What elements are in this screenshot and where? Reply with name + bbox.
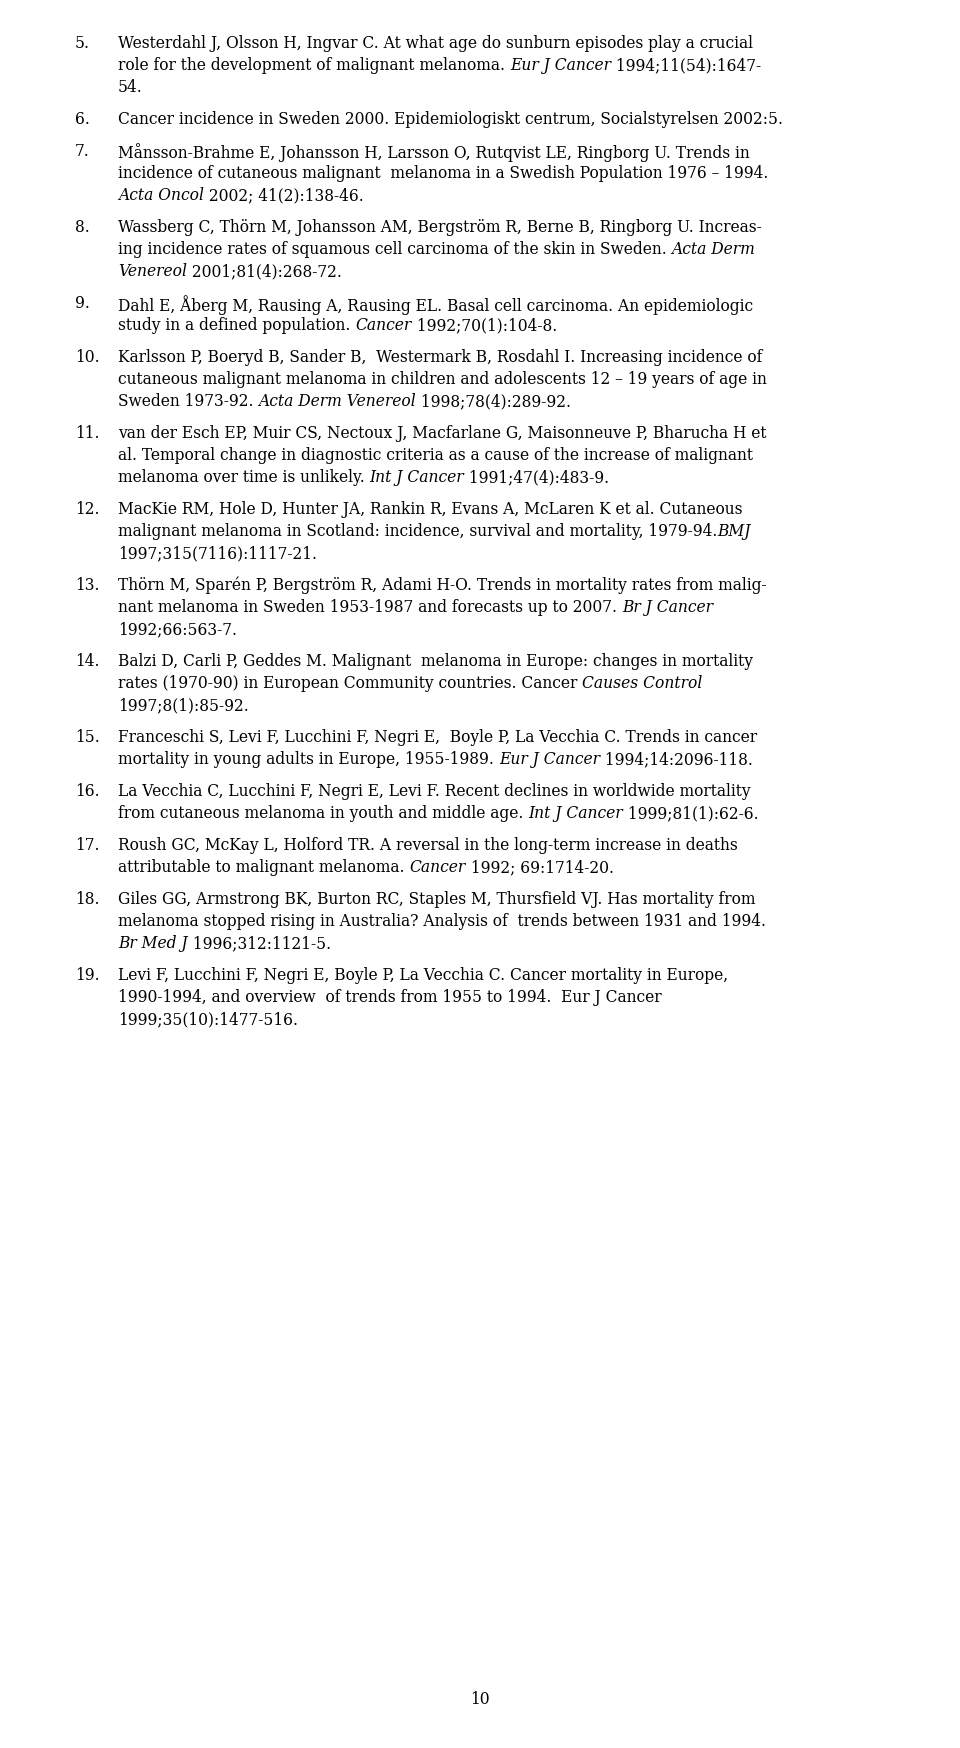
Text: 1994;14:2096-118.: 1994;14:2096-118. — [600, 752, 753, 767]
Text: 18.: 18. — [75, 891, 100, 907]
Text: 2002; 41(2):138-46.: 2002; 41(2):138-46. — [204, 187, 364, 205]
Text: Balzi D, Carli P, Geddes M. Malignant  melanoma in Europe: changes in mortality: Balzi D, Carli P, Geddes M. Malignant me… — [118, 654, 753, 669]
Text: 10: 10 — [470, 1690, 490, 1708]
Text: Venereol: Venereol — [118, 262, 187, 280]
Text: 19.: 19. — [75, 967, 100, 984]
Text: 7.: 7. — [75, 143, 89, 161]
Text: BMJ: BMJ — [717, 523, 751, 540]
Text: Wassberg C, Thörn M, Johansson AM, Bergström R, Berne B, Ringborg U. Increas-: Wassberg C, Thörn M, Johansson AM, Bergs… — [118, 218, 761, 236]
Text: 1999;81(1):62-6.: 1999;81(1):62-6. — [623, 806, 758, 822]
Text: 1994;11(54):1647-: 1994;11(54):1647- — [611, 58, 761, 73]
Text: 16.: 16. — [75, 783, 100, 801]
Text: rates (1970-90) in European Community countries. Cancer: rates (1970-90) in European Community co… — [118, 675, 583, 692]
Text: Int J Cancer: Int J Cancer — [370, 468, 465, 486]
Text: 6.: 6. — [75, 112, 90, 128]
Text: 1992; 69:1714-20.: 1992; 69:1714-20. — [466, 858, 613, 876]
Text: Thörn M, Sparén P, Bergström R, Adami H-O. Trends in mortality rates from malig-: Thörn M, Sparén P, Bergström R, Adami H-… — [118, 577, 767, 594]
Text: attributable to malignant melanoma.: attributable to malignant melanoma. — [118, 858, 409, 876]
Text: Eur J Cancer: Eur J Cancer — [510, 58, 611, 73]
Text: role for the development of malignant melanoma.: role for the development of malignant me… — [118, 58, 510, 73]
Text: 1998;78(4):289-92.: 1998;78(4):289-92. — [416, 393, 571, 411]
Text: Cancer incidence in Sweden 2000. Epidemiologiskt centrum, Socialstyrelsen 2002:5: Cancer incidence in Sweden 2000. Epidemi… — [118, 112, 783, 128]
Text: Eur J Cancer: Eur J Cancer — [499, 752, 600, 767]
Text: Dahl E, Åberg M, Rausing A, Rausing EL. Basal cell carcinoma. An epidemiologic: Dahl E, Åberg M, Rausing A, Rausing EL. … — [118, 295, 754, 315]
Text: Br Med J: Br Med J — [118, 935, 187, 953]
Text: Månsson-Brahme E, Johansson H, Larsson O, Rutqvist LE, Ringborg U. Trends in: Månsson-Brahme E, Johansson H, Larsson O… — [118, 143, 750, 163]
Text: ing incidence rates of squamous cell carcinoma of the skin in Sweden.: ing incidence rates of squamous cell car… — [118, 241, 672, 259]
Text: 1999;35(10):1477-516.: 1999;35(10):1477-516. — [118, 1010, 298, 1028]
Text: 1996;312:1121-5.: 1996;312:1121-5. — [187, 935, 331, 953]
Text: 14.: 14. — [75, 654, 100, 669]
Text: Acta Derm: Acta Derm — [672, 241, 756, 259]
Text: 1991;47(4):483-9.: 1991;47(4):483-9. — [465, 468, 610, 486]
Text: 1997;315(7116):1117-21.: 1997;315(7116):1117-21. — [118, 545, 317, 563]
Text: Cancer: Cancer — [409, 858, 466, 876]
Text: MacKie RM, Hole D, Hunter JA, Rankin R, Evans A, McLaren K et al. Cutaneous: MacKie RM, Hole D, Hunter JA, Rankin R, … — [118, 502, 742, 517]
Text: malignant melanoma in Scotland: incidence, survival and mortality, 1979-94.: malignant melanoma in Scotland: incidenc… — [118, 523, 717, 540]
Text: 10.: 10. — [75, 350, 100, 365]
Text: Acta Oncol: Acta Oncol — [118, 187, 204, 205]
Text: Roush GC, McKay L, Holford TR. A reversal in the long-term increase in deaths: Roush GC, McKay L, Holford TR. A reversa… — [118, 837, 737, 855]
Text: Levi F, Lucchini F, Negri E, Boyle P, La Vecchia C. Cancer mortality in Europe,: Levi F, Lucchini F, Negri E, Boyle P, La… — [118, 967, 728, 984]
Text: 2001;81(4):268-72.: 2001;81(4):268-72. — [187, 262, 342, 280]
Text: Acta Derm Venereol: Acta Derm Venereol — [258, 393, 416, 411]
Text: 9.: 9. — [75, 295, 90, 311]
Text: 12.: 12. — [75, 502, 100, 517]
Text: Br J Cancer: Br J Cancer — [622, 600, 713, 615]
Text: Westerdahl J, Olsson H, Ingvar C. At what age do sunburn episodes play a crucial: Westerdahl J, Olsson H, Ingvar C. At wha… — [118, 35, 753, 52]
Text: 5.: 5. — [75, 35, 90, 52]
Text: Causes Control: Causes Control — [583, 675, 703, 692]
Text: 1990-1994, and overview  of trends from 1955 to 1994.  Eur J Cancer: 1990-1994, and overview of trends from 1… — [118, 989, 661, 1007]
Text: incidence of cutaneous malignant  melanoma in a Swedish Population 1976 – 1994.: incidence of cutaneous malignant melanom… — [118, 164, 768, 182]
Text: 17.: 17. — [75, 837, 100, 855]
Text: La Vecchia C, Lucchini F, Negri E, Levi F. Recent declines in worldwide mortalit: La Vecchia C, Lucchini F, Negri E, Levi … — [118, 783, 751, 801]
Text: 13.: 13. — [75, 577, 100, 594]
Text: from cutaneous melanoma in youth and middle age.: from cutaneous melanoma in youth and mid… — [118, 806, 528, 822]
Text: 8.: 8. — [75, 218, 89, 236]
Text: Int J Cancer: Int J Cancer — [528, 806, 623, 822]
Text: Sweden 1973-92.: Sweden 1973-92. — [118, 393, 258, 411]
Text: 1997;8(1):85-92.: 1997;8(1):85-92. — [118, 697, 249, 713]
Text: 11.: 11. — [75, 425, 100, 442]
Text: 54.: 54. — [118, 79, 143, 96]
Text: mortality in young adults in Europe, 1955-1989.: mortality in young adults in Europe, 195… — [118, 752, 499, 767]
Text: study in a defined population.: study in a defined population. — [118, 316, 355, 334]
Text: 1992;70(1):104-8.: 1992;70(1):104-8. — [412, 316, 557, 334]
Text: melanoma over time is unlikely.: melanoma over time is unlikely. — [118, 468, 370, 486]
Text: Cancer: Cancer — [355, 316, 412, 334]
Text: melanoma stopped rising in Australia? Analysis of  trends between 1931 and 1994.: melanoma stopped rising in Australia? An… — [118, 912, 766, 930]
Text: van der Esch EP, Muir CS, Nectoux J, Macfarlane G, Maisonneuve P, Bharucha H et: van der Esch EP, Muir CS, Nectoux J, Mac… — [118, 425, 766, 442]
Text: 15.: 15. — [75, 729, 100, 746]
Text: Franceschi S, Levi F, Lucchini F, Negri E,  Boyle P, La Vecchia C. Trends in can: Franceschi S, Levi F, Lucchini F, Negri … — [118, 729, 757, 746]
Text: cutaneous malignant melanoma in children and adolescents 12 – 19 years of age in: cutaneous malignant melanoma in children… — [118, 371, 767, 388]
Text: Giles GG, Armstrong BK, Burton RC, Staples M, Thursfield VJ. Has mortality from: Giles GG, Armstrong BK, Burton RC, Stapl… — [118, 891, 756, 907]
Text: 1992;66:563-7.: 1992;66:563-7. — [118, 621, 237, 638]
Text: al. Temporal change in diagnostic criteria as a cause of the increase of maligna: al. Temporal change in diagnostic criter… — [118, 447, 753, 463]
Text: nant melanoma in Sweden 1953-1987 and forecasts up to 2007.: nant melanoma in Sweden 1953-1987 and fo… — [118, 600, 622, 615]
Text: Karlsson P, Boeryd B, Sander B,  Westermark B, Rosdahl I. Increasing incidence o: Karlsson P, Boeryd B, Sander B, Westerma… — [118, 350, 762, 365]
